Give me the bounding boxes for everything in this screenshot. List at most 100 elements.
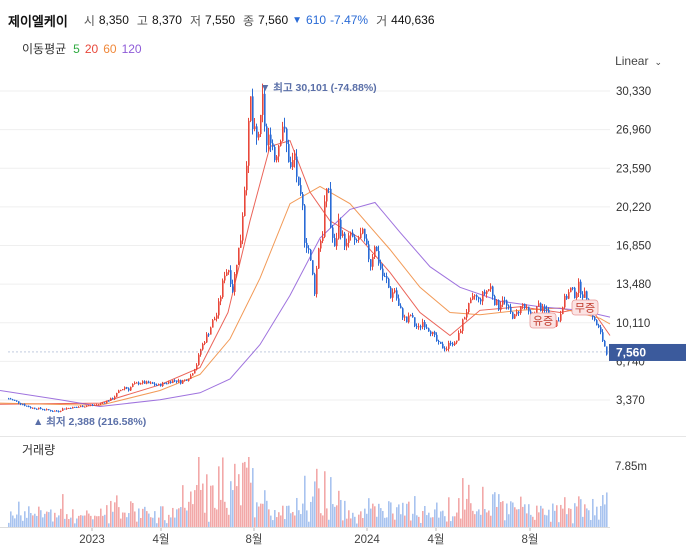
volume-bar bbox=[452, 516, 454, 527]
volume-bar bbox=[600, 506, 602, 527]
candle-body bbox=[216, 315, 218, 319]
volume-bar bbox=[240, 505, 242, 527]
candle-body bbox=[284, 126, 286, 129]
volume-bar bbox=[196, 485, 198, 527]
candle-body bbox=[220, 297, 222, 302]
volume-bar bbox=[406, 503, 408, 527]
volume-bar bbox=[36, 515, 38, 527]
volume-bar bbox=[130, 501, 132, 527]
volume-bar bbox=[594, 515, 596, 527]
volume-bar bbox=[254, 517, 256, 527]
candle-body bbox=[254, 126, 256, 130]
volume-bar bbox=[252, 468, 254, 527]
candle-body bbox=[238, 247, 240, 265]
candle-body bbox=[368, 244, 370, 260]
ma-20-label[interactable]: 20 bbox=[84, 41, 99, 56]
candle-body bbox=[38, 407, 40, 410]
candle-body bbox=[584, 291, 586, 298]
candle-body bbox=[48, 409, 50, 411]
moving-average-legend[interactable]: 이동평균 5 20 60 120 bbox=[22, 40, 142, 57]
volume-bar bbox=[18, 501, 20, 527]
candle-body bbox=[34, 407, 36, 409]
candle-body bbox=[300, 185, 302, 194]
candle-body bbox=[372, 256, 374, 267]
candle-body bbox=[446, 348, 448, 350]
volume-bar bbox=[84, 515, 86, 527]
volume-bar bbox=[456, 512, 458, 527]
candle-body bbox=[524, 303, 526, 308]
volume-bar bbox=[510, 501, 512, 527]
volume-bar bbox=[316, 468, 318, 527]
candle-body bbox=[510, 306, 512, 313]
candle-body bbox=[8, 398, 10, 400]
volume-bar bbox=[380, 508, 382, 527]
volume-bar bbox=[242, 462, 244, 527]
volume-bar bbox=[66, 514, 68, 527]
ma-5-label[interactable]: 5 bbox=[73, 41, 80, 56]
event-badge bbox=[571, 299, 599, 316]
candle-body bbox=[102, 402, 104, 404]
candle-body bbox=[348, 235, 350, 243]
candle-body bbox=[438, 340, 440, 342]
candle-body bbox=[74, 406, 76, 408]
volume-bar bbox=[414, 496, 416, 527]
volume-bar bbox=[62, 494, 64, 527]
scale-type-dropdown[interactable]: Linear ⌄ bbox=[615, 54, 662, 68]
candle-body bbox=[190, 375, 192, 379]
volume-bar bbox=[324, 471, 326, 527]
candle-body bbox=[274, 146, 276, 161]
candle-body bbox=[556, 320, 558, 327]
candle-body bbox=[526, 306, 528, 308]
volume-bar bbox=[246, 467, 248, 527]
candle-body bbox=[120, 390, 122, 392]
moving-average-lines bbox=[0, 139, 611, 408]
ma-60-label[interactable]: 60 bbox=[103, 41, 117, 56]
candle-body bbox=[156, 384, 158, 386]
volume-bar bbox=[500, 502, 502, 527]
volume-bar bbox=[474, 514, 476, 527]
volume-bar bbox=[260, 503, 262, 527]
candle-body bbox=[586, 291, 588, 300]
candle-body bbox=[250, 96, 252, 121]
volume-bar bbox=[142, 508, 144, 527]
ma-120-label[interactable]: 120 bbox=[121, 41, 142, 56]
volume-bar bbox=[516, 509, 518, 527]
volume-bar bbox=[314, 481, 316, 527]
time-tick-label: 2023 bbox=[79, 534, 105, 546]
price-tick-label: 16,850 bbox=[616, 241, 651, 253]
volume-bar bbox=[118, 507, 120, 527]
high-value: 8,370 bbox=[151, 13, 182, 27]
volume-bar bbox=[184, 507, 186, 527]
volume-bar bbox=[164, 520, 166, 527]
volume-bar bbox=[132, 502, 134, 527]
volume-bar bbox=[12, 515, 14, 527]
candle-body bbox=[416, 326, 418, 328]
volume-bar bbox=[190, 491, 192, 527]
volume-bar bbox=[494, 492, 496, 527]
volume-bar bbox=[556, 505, 558, 527]
candle-body bbox=[496, 300, 498, 306]
candle-body bbox=[56, 410, 58, 412]
volume-bar bbox=[58, 515, 60, 527]
volume-bar bbox=[544, 514, 546, 527]
volume-bar bbox=[134, 511, 136, 527]
open-label: 시 bbox=[83, 13, 95, 28]
volume-bar bbox=[302, 503, 304, 527]
candle-body bbox=[246, 165, 248, 191]
candle-body bbox=[410, 315, 412, 317]
candle-body bbox=[464, 317, 466, 320]
candle-body bbox=[600, 327, 602, 333]
candle-body bbox=[218, 301, 220, 316]
volume-bar bbox=[366, 513, 368, 527]
volume-bar bbox=[290, 513, 292, 527]
volume-bar bbox=[306, 510, 308, 527]
volume-bar bbox=[248, 457, 250, 527]
volume-bar bbox=[470, 503, 472, 527]
volume-bar bbox=[266, 500, 268, 527]
time-tick-label: 4월 bbox=[428, 533, 445, 546]
candle-body bbox=[396, 290, 398, 299]
volume-bar bbox=[54, 512, 56, 527]
candle-body bbox=[498, 300, 500, 310]
volume-bar bbox=[320, 513, 322, 527]
